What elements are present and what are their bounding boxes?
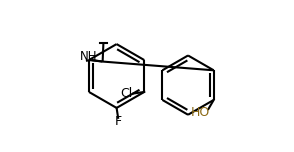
- Text: NH: NH: [79, 50, 97, 64]
- Text: Cl: Cl: [121, 87, 133, 100]
- Text: HO: HO: [191, 106, 211, 119]
- Text: F: F: [115, 115, 122, 128]
